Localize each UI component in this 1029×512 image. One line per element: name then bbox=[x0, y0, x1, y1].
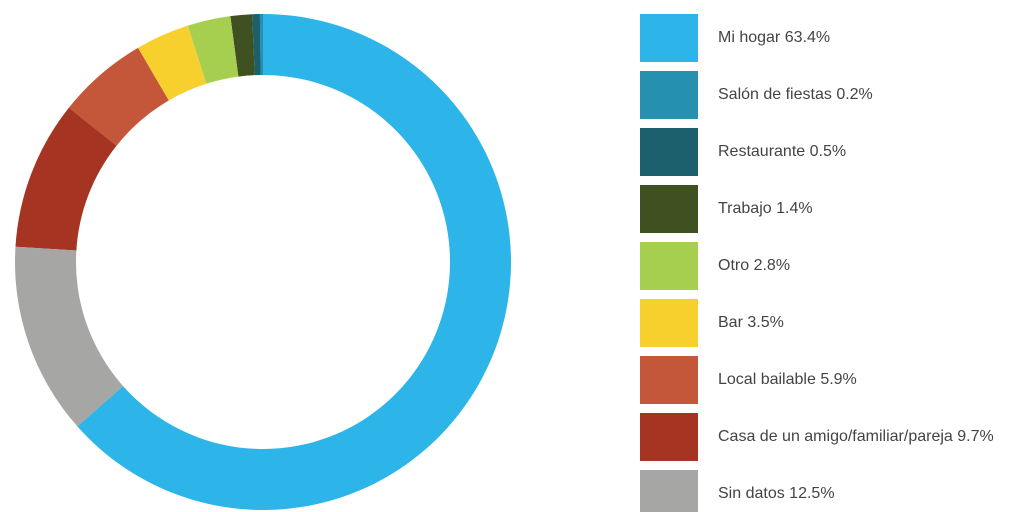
donut-slice bbox=[230, 14, 255, 77]
donut-slice bbox=[259, 14, 263, 76]
legend-name: Otro bbox=[718, 257, 749, 274]
legend-swatch bbox=[640, 185, 698, 233]
legend-name: Casa de un amigo/familiar/pareja bbox=[718, 428, 953, 445]
donut-slice bbox=[14, 246, 124, 427]
legend-value: 1.4% bbox=[776, 200, 812, 217]
legend-label: Sin datos 12.5% bbox=[718, 485, 835, 502]
legend-label: Trabajo 1.4% bbox=[718, 200, 813, 217]
donut-slice bbox=[252, 14, 261, 76]
legend-name: Restaurante bbox=[718, 143, 805, 160]
legend-name: Sin datos bbox=[718, 485, 785, 502]
legend-label: Bar 3.5% bbox=[718, 314, 784, 331]
donut-slice bbox=[137, 25, 207, 101]
legend-swatch bbox=[640, 71, 698, 119]
legend-label: Casa de un amigo/familiar/pareja 9.7% bbox=[718, 428, 994, 445]
legend-swatch bbox=[640, 470, 698, 512]
legend-label: Salón de fiestas 0.2% bbox=[718, 86, 873, 103]
legend-value: 3.5% bbox=[747, 314, 783, 331]
legend-value: 63.4% bbox=[785, 29, 830, 46]
legend-swatch bbox=[640, 413, 698, 461]
legend-swatch bbox=[640, 242, 698, 290]
legend-swatch bbox=[640, 356, 698, 404]
legend-name: Bar bbox=[718, 314, 744, 331]
legend-label: Local bailable 5.9% bbox=[718, 371, 857, 388]
legend-value: 5.9% bbox=[820, 371, 856, 388]
legend-name: Mi hogar bbox=[718, 29, 781, 46]
legend-swatch bbox=[640, 299, 698, 347]
legend-value: 2.8% bbox=[754, 257, 790, 274]
legend-label: Otro 2.8% bbox=[718, 257, 790, 274]
donut-slice bbox=[15, 107, 117, 251]
legend-swatch bbox=[640, 14, 698, 62]
legend-label: Restaurante 0.5% bbox=[718, 143, 846, 160]
legend-name: Salón de fiestas bbox=[718, 86, 832, 103]
legend-swatch bbox=[640, 128, 698, 176]
legend-value: 12.5% bbox=[789, 485, 834, 502]
legend-value: 0.5% bbox=[810, 143, 846, 160]
donut-slice bbox=[68, 47, 169, 146]
legend-name: Trabajo bbox=[718, 200, 772, 217]
legend-value: 0.2% bbox=[836, 86, 872, 103]
legend-name: Local bailable bbox=[718, 371, 816, 388]
donut-slice bbox=[77, 14, 512, 511]
donut-slice bbox=[187, 16, 239, 84]
legend-value: 9.7% bbox=[957, 428, 993, 445]
legend-label: Mi hogar 63.4% bbox=[718, 29, 830, 46]
